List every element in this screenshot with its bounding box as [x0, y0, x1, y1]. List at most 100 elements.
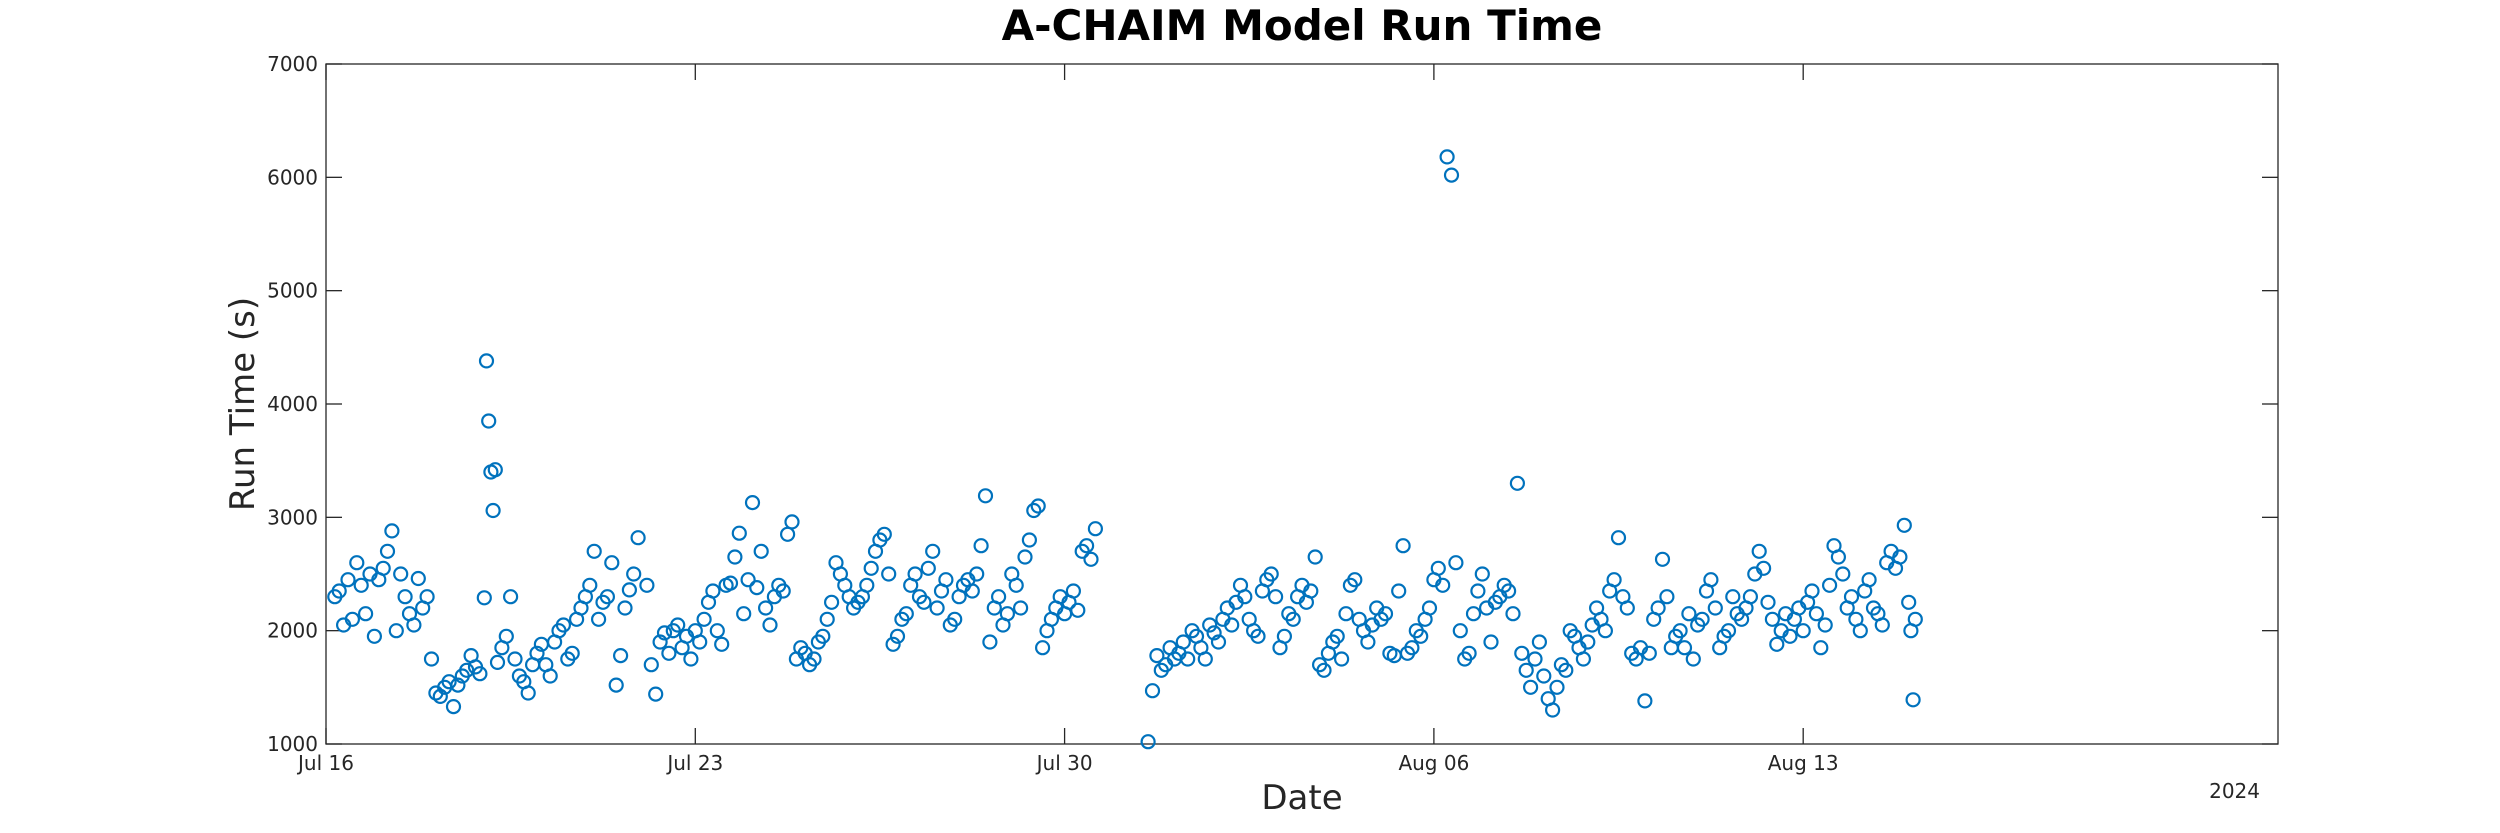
data-point [441, 674, 457, 690]
data-point [696, 611, 712, 627]
data-point [520, 685, 536, 701]
data-point [1267, 589, 1284, 605]
data-point [608, 677, 624, 693]
data-point [982, 634, 998, 650]
plot-area [325, 63, 2279, 745]
data-point [1430, 560, 1446, 576]
data-point [1901, 594, 1917, 610]
data-point [969, 566, 985, 582]
data-point [1835, 566, 1851, 582]
data-point [1224, 617, 1240, 633]
data-point [1404, 640, 1420, 656]
data-point [375, 560, 391, 576]
data-point [1180, 651, 1196, 667]
data-point [1144, 683, 1161, 699]
data-point [1742, 589, 1759, 605]
data-point [1483, 634, 1499, 650]
data-point [762, 617, 778, 633]
data-point [397, 589, 413, 605]
data-point [1676, 640, 1693, 656]
data-point [1465, 606, 1482, 622]
data-point [652, 634, 668, 650]
x-tick-label: Jul 30 [1035, 751, 1093, 775]
data-point [450, 677, 466, 693]
data-point [1303, 583, 1319, 599]
data-point [744, 495, 761, 511]
y-tick-label: 5000 [267, 279, 318, 303]
data-point [1140, 734, 1156, 750]
data-point [419, 589, 435, 605]
data-point [1907, 611, 1923, 627]
data-point [1575, 651, 1592, 667]
data-point [1580, 634, 1596, 650]
data-point [1654, 551, 1671, 567]
chart-title: A-CHAIM Model Run Time [1002, 1, 1603, 50]
data-point [366, 628, 382, 644]
data-point [990, 589, 1007, 605]
data-point [1210, 634, 1227, 650]
data-point [1070, 602, 1086, 618]
data-point [1760, 594, 1776, 610]
data-point [630, 530, 646, 546]
data-point [1817, 617, 1833, 633]
data-point [481, 413, 497, 429]
data-point [1202, 617, 1218, 633]
data-point [1720, 623, 1737, 639]
data-point [1531, 634, 1548, 650]
data-point [1435, 577, 1451, 593]
data-point [964, 583, 980, 599]
data-point [1338, 606, 1354, 622]
data-point [1034, 640, 1051, 656]
data-point [1391, 583, 1407, 599]
data-point [898, 606, 914, 622]
data-point [331, 583, 347, 599]
data-point [784, 514, 800, 530]
data-point [612, 647, 629, 664]
data-point [1672, 623, 1688, 639]
data-point [626, 566, 642, 582]
data-point [1514, 645, 1530, 661]
data-point [1083, 551, 1099, 567]
data-point [1703, 572, 1719, 588]
data-point [423, 651, 440, 667]
data-point [885, 636, 901, 652]
data-point [709, 623, 725, 639]
data-point [344, 611, 360, 627]
data-point [731, 525, 747, 541]
data-point [1360, 634, 1376, 650]
data-point [683, 651, 699, 667]
data-point [705, 583, 721, 599]
data-point [599, 589, 616, 605]
y-axis-label: Run Time (s) [223, 297, 263, 511]
data-point [775, 583, 791, 599]
data-point [1012, 600, 1029, 616]
data-point [929, 600, 945, 616]
data-point [617, 600, 633, 616]
data-point [1641, 645, 1657, 661]
data-point [1474, 566, 1490, 582]
data-point [1896, 517, 1912, 533]
x-tick-label: Jul 23 [665, 751, 723, 775]
data-point [1206, 625, 1222, 641]
data-point [757, 600, 774, 616]
data-point [529, 645, 545, 661]
data-point [1250, 628, 1266, 644]
data-point [489, 654, 506, 671]
data-point [1549, 679, 1565, 695]
data-point [753, 543, 769, 559]
data-point [1078, 538, 1095, 554]
data-point [1470, 583, 1486, 599]
data-point [507, 651, 523, 667]
data-point [823, 594, 840, 610]
data-point [1843, 589, 1860, 605]
data-point [692, 634, 708, 650]
data-point [1707, 600, 1723, 616]
data-point [590, 611, 607, 627]
data-point [749, 579, 765, 596]
data-point [1813, 640, 1829, 656]
data-point [648, 686, 664, 702]
data-point [714, 636, 730, 652]
data-point [1558, 662, 1574, 678]
data-point [925, 543, 941, 559]
axis-ticks [325, 63, 2278, 745]
